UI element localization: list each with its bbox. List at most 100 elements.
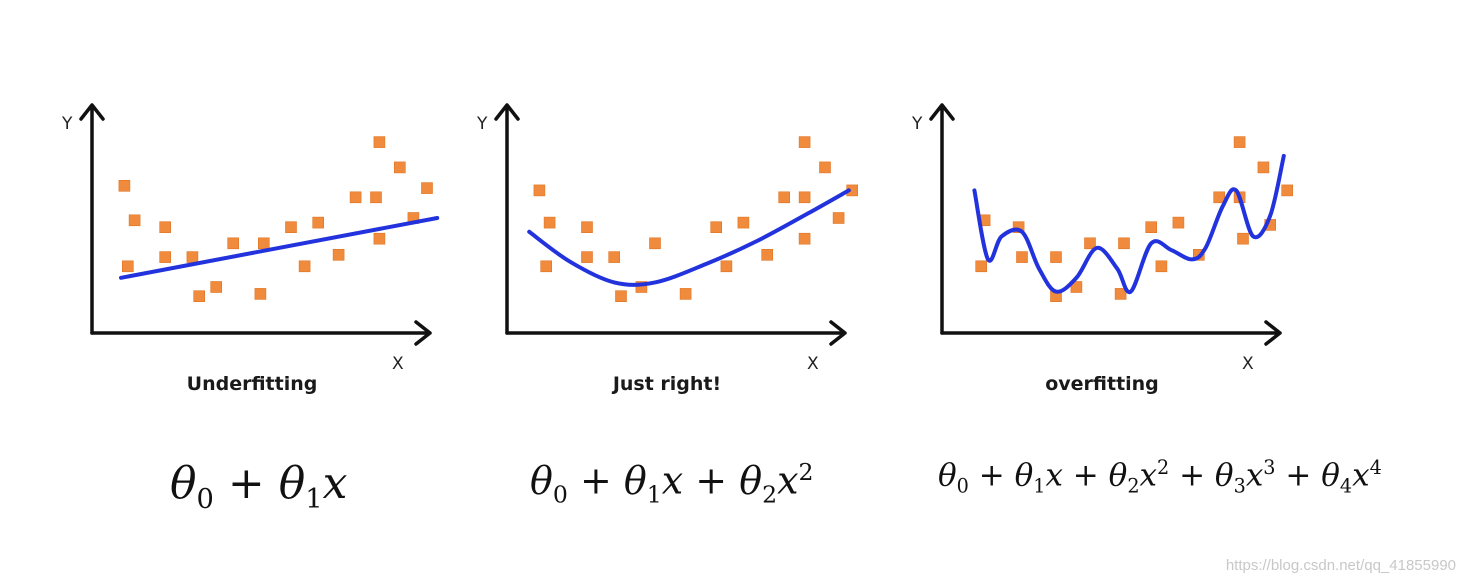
formula-superscript: 4 (1369, 456, 1382, 479)
data-point-just-right-10 (679, 288, 692, 300)
formula-operator: + (213, 458, 279, 509)
x-axis-label-overfitting: X (1242, 354, 1254, 374)
data-point-underfitting-1 (118, 180, 131, 192)
data-point-just-right-12 (720, 260, 733, 273)
formula-symbol: θ (739, 458, 763, 503)
formula-just-right: θ0 + θ1x + θ2x2 (530, 458, 813, 508)
chart-just-right: Y X Just right! (475, 0, 915, 420)
formula-operator: + (968, 457, 1015, 494)
formula-symbol: θ (278, 458, 306, 509)
data-point-overfitting-5 (1050, 251, 1062, 263)
data-point-just-right-6 (608, 251, 620, 263)
formula-symbol: x (322, 458, 348, 509)
data-point-underfitting-19 (373, 136, 386, 148)
y-axis-overfitting (929, 103, 955, 335)
fit-curve-just-right (527, 188, 851, 287)
data-point-underfitting-6 (186, 251, 199, 263)
data-point-underfitting-9 (227, 237, 239, 250)
data-point-overfitting-7 (1070, 281, 1083, 293)
formula-symbol: θ (623, 458, 647, 503)
watermark-text: https://blog.csdn.net/qq_41855990 (1225, 557, 1456, 574)
formula-subscript: 1 (305, 483, 323, 515)
fit-curve-overfitting (972, 153, 1286, 295)
formula-subscript: 1 (646, 480, 662, 509)
data-point-just-right-16 (798, 191, 811, 204)
data-point-just-right-2 (543, 216, 556, 229)
formula-operator: + (683, 458, 740, 503)
data-point-just-right-11 (710, 221, 722, 233)
data-point-overfitting-9 (1114, 288, 1127, 300)
x-axis-underfitting (90, 320, 432, 346)
data-point-underfitting-4 (159, 221, 171, 233)
chart-title-underfitting: Underfitting (187, 373, 318, 395)
formula-symbol: x (1245, 457, 1264, 494)
data-point-just-right-19 (819, 161, 831, 174)
data-point-underfitting-17 (370, 191, 382, 204)
data-point-just-right-9 (649, 237, 661, 250)
formula-subscript: 3 (1233, 474, 1246, 498)
data-point-underfitting-15 (332, 249, 345, 261)
data-point-overfitting-2 (975, 260, 987, 273)
data-point-just-right-3 (540, 260, 552, 273)
formula-subscript: 0 (956, 474, 969, 498)
formula-superscript: 3 (1263, 456, 1276, 479)
formula-symbol: θ (1014, 457, 1034, 494)
formula-subscript: 0 (196, 483, 214, 515)
data-point-underfitting-3 (121, 260, 134, 273)
data-point-overfitting-11 (1145, 221, 1157, 233)
data-point-overfitting-17 (1237, 232, 1249, 245)
data-point-underfitting-2 (128, 214, 141, 227)
formula-superscript: 2 (798, 458, 814, 486)
formula-symbol: θ (938, 457, 957, 494)
formula-symbol: θ (1214, 457, 1234, 494)
formula-subscript: 1 (1033, 474, 1046, 498)
formula-operator: + (1062, 457, 1109, 494)
data-point-just-right-1 (533, 184, 546, 197)
formula-subscript: 4 (1339, 474, 1353, 498)
formula-symbol: x (1045, 457, 1063, 494)
formula-symbol: x (1139, 457, 1158, 494)
x-axis-just-right (505, 320, 847, 346)
data-point-just-right-15 (778, 191, 791, 204)
data-point-just-right-8 (635, 281, 648, 293)
data-point-underfitting-22 (421, 182, 433, 194)
data-point-just-right-14 (761, 249, 774, 261)
formula-operator: + (1169, 457, 1215, 494)
data-point-underfitting-16 (349, 191, 362, 204)
formula-symbol: θ (170, 458, 197, 509)
data-point-overfitting-18 (1233, 136, 1246, 148)
data-point-underfitting-12 (285, 221, 297, 233)
data-point-overfitting-8 (1084, 237, 1096, 250)
formula-symbol: θ (530, 458, 553, 503)
data-point-overfitting-4 (1016, 251, 1028, 263)
chart-title-just-right: Just right! (611, 373, 721, 395)
data-point-underfitting-11 (258, 237, 270, 250)
data-point-underfitting-20 (393, 161, 406, 174)
data-point-underfitting-13 (298, 260, 311, 273)
data-point-underfitting-5 (159, 251, 171, 263)
y-axis-label-overfitting: Y (911, 114, 923, 134)
formula-overfitting: θ0 + θ1x + θ2x2 + θ3x3 + θ4x4 (938, 456, 1382, 498)
formula-subscript: 2 (762, 480, 778, 509)
data-point-just-right-7 (615, 290, 627, 303)
fit-curve-underfitting (119, 216, 440, 280)
formula-operator: + (567, 458, 624, 503)
data-point-overfitting-19 (1257, 161, 1270, 174)
data-point-underfitting-18 (373, 232, 386, 245)
data-point-just-right-13 (737, 216, 750, 229)
formula-superscript: 2 (1157, 456, 1170, 479)
formula-symbol: x (777, 458, 799, 503)
y-axis-just-right (494, 103, 520, 335)
chart-title-overfitting: overfitting (1045, 373, 1159, 395)
chart-just-right-plot: Y X Just right! (476, 103, 859, 395)
x-axis-label-just-right: X (807, 354, 819, 374)
data-point-overfitting-15 (1213, 191, 1226, 204)
data-point-underfitting-7 (193, 290, 205, 303)
formula-underfitting: θ0 + θ1x (170, 458, 347, 515)
formula-symbol: x (661, 458, 684, 503)
y-axis-underfitting (79, 103, 105, 335)
data-point-overfitting-12 (1155, 260, 1168, 273)
data-point-just-right-17 (798, 232, 811, 245)
